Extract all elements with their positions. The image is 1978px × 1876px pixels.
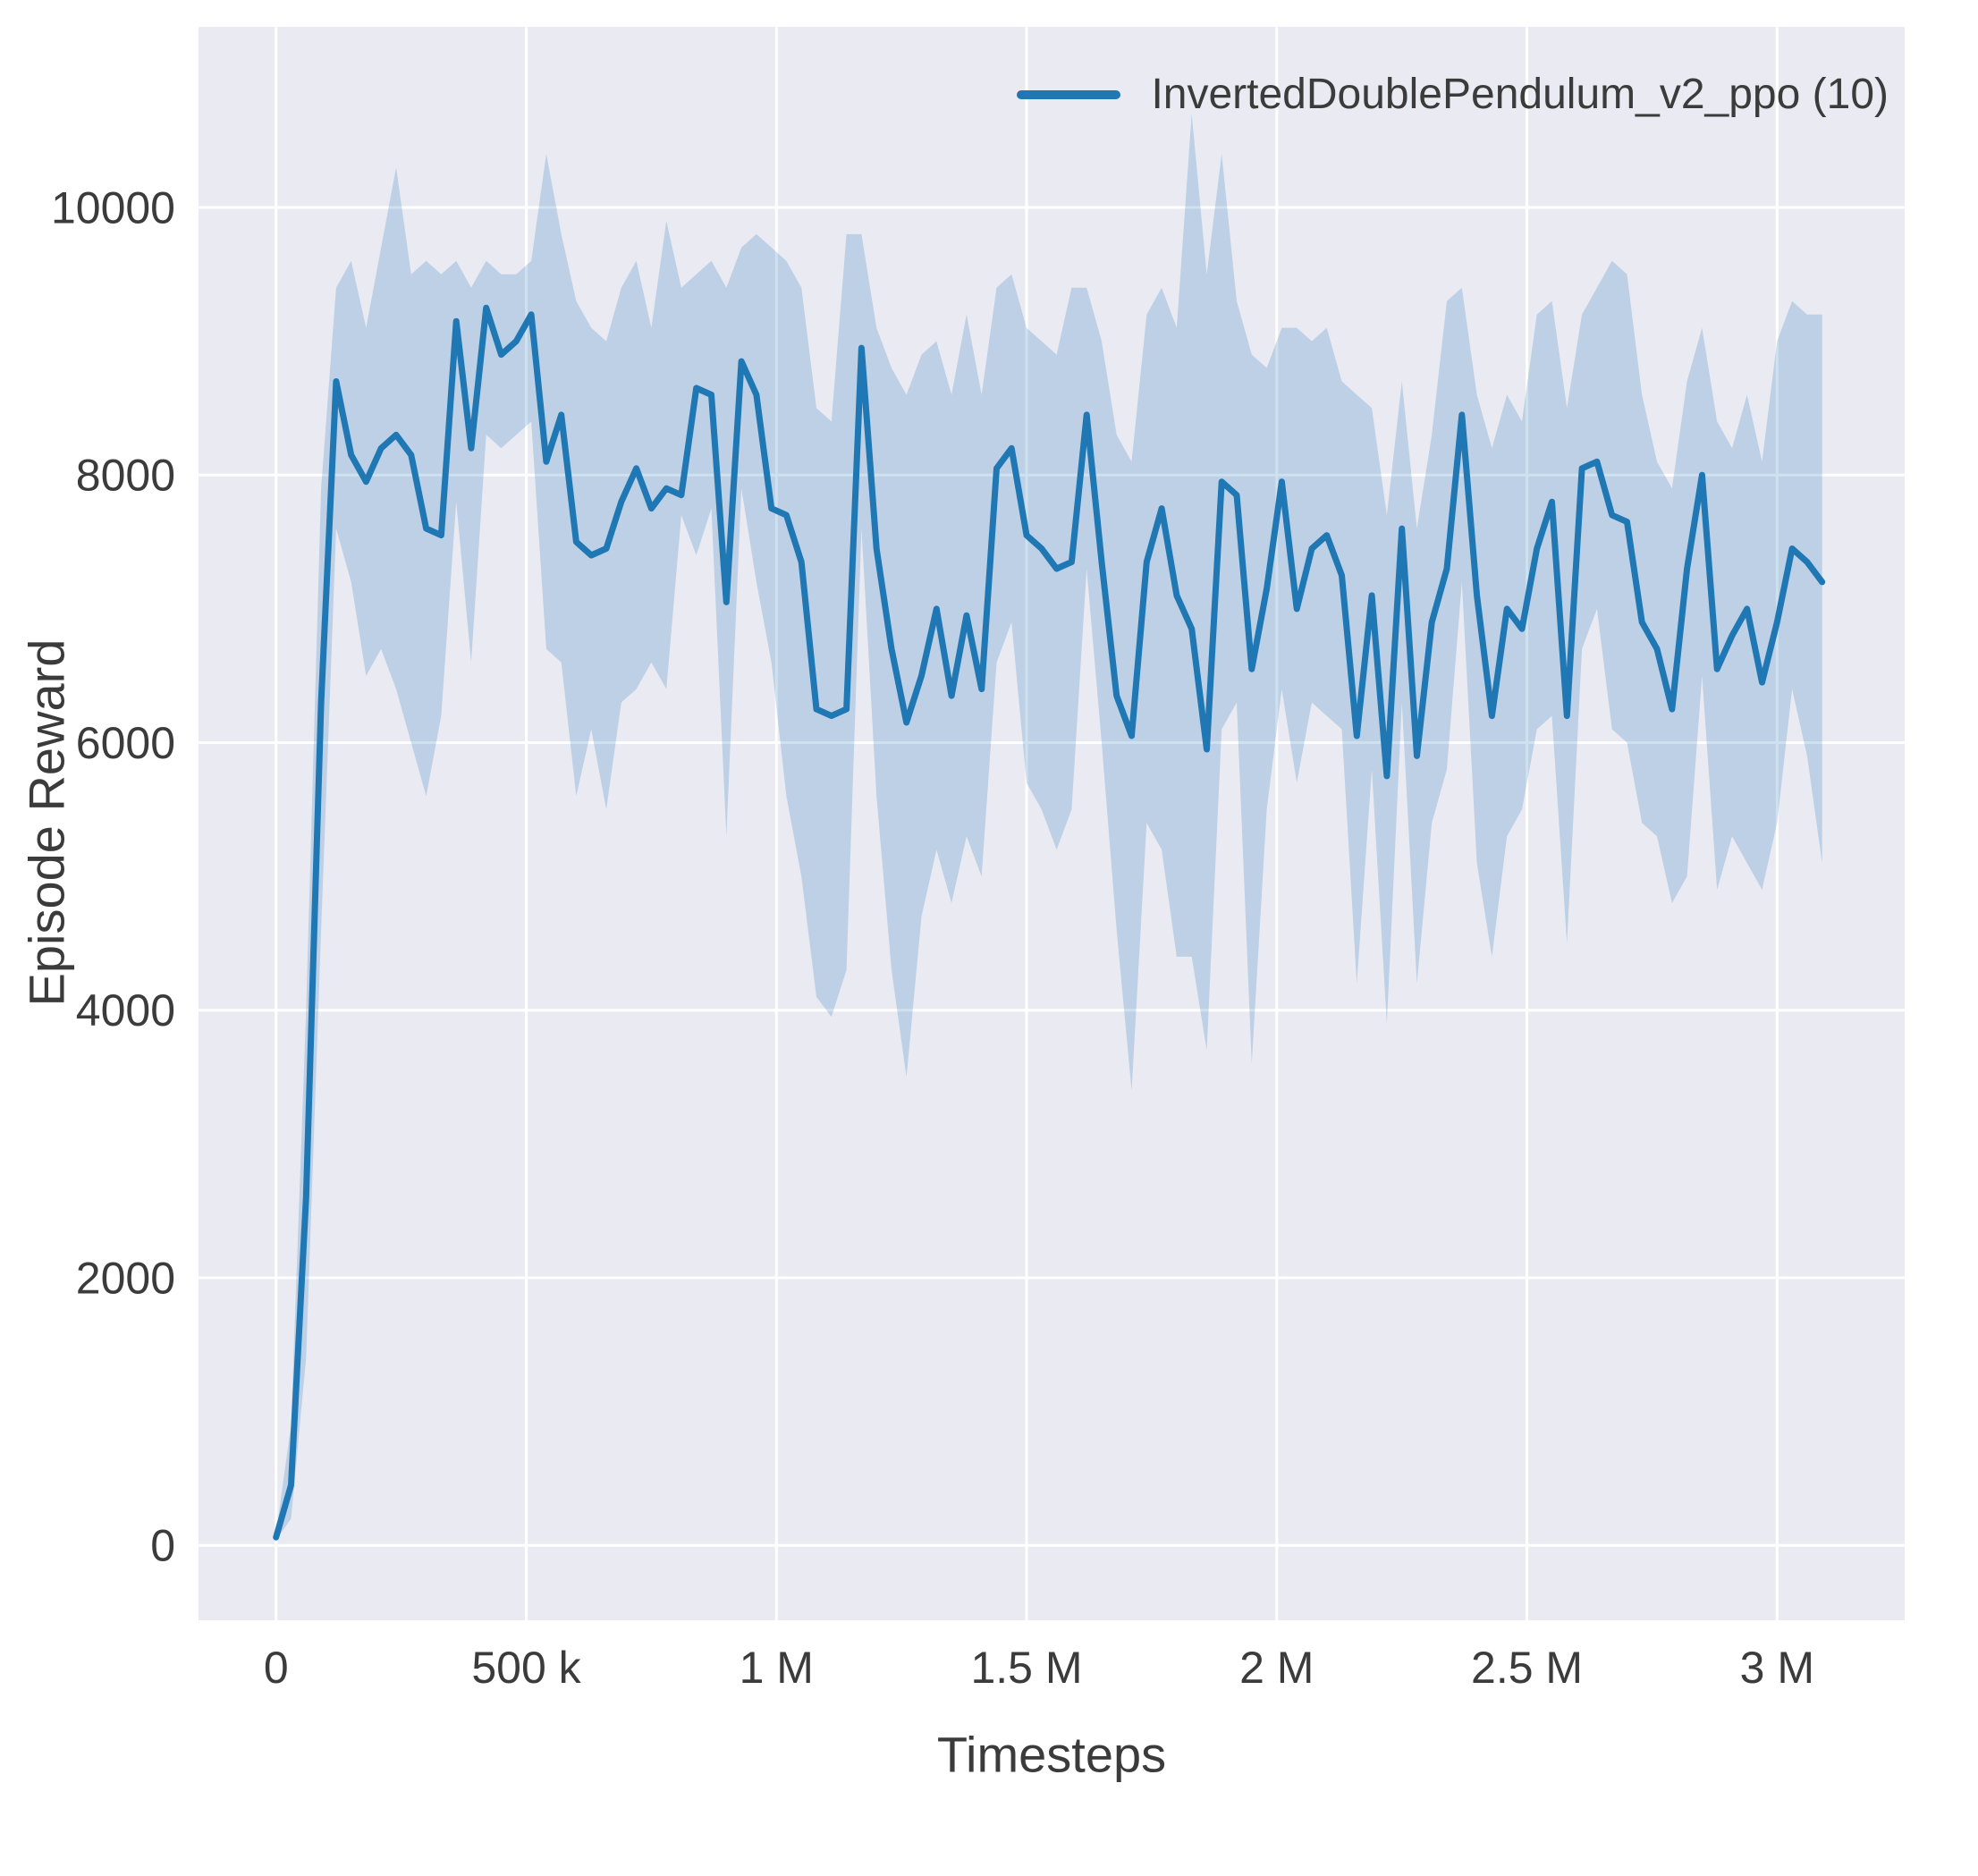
x-tick-label: 0 [264, 1643, 289, 1693]
mean-reward-line [273, 304, 1826, 1541]
y-tick-label: 2000 [76, 1253, 175, 1303]
x-tick-label: 2.5 M [1471, 1643, 1583, 1693]
legend-line-swatch [1017, 89, 1121, 99]
x-tick-label: 2 M [1239, 1643, 1314, 1693]
legend-label: InvertedDoublePendulum_v2_ppo (10) [1151, 71, 1889, 118]
x-tick-label: 3 M [1740, 1643, 1814, 1693]
y-tick-label: 10000 [51, 182, 175, 232]
y-tick-label: 0 [150, 1521, 175, 1571]
y-axis-label: Episode Reward [18, 638, 75, 1007]
y-tick-label: 8000 [76, 451, 175, 501]
x-tick-label: 500 k [471, 1643, 581, 1693]
confidence-band [275, 114, 1822, 1541]
x-tick-label: 1 M [740, 1643, 814, 1693]
plot-background [199, 27, 1905, 1620]
x-tick-label: 1.5 M [970, 1643, 1082, 1693]
y-tick-label: 4000 [76, 985, 175, 1035]
x-axis-label: Timesteps [936, 1726, 1167, 1783]
y-tick-label: 6000 [76, 718, 175, 768]
legend: InvertedDoublePendulum_v2_ppo (10) [1017, 70, 1889, 119]
